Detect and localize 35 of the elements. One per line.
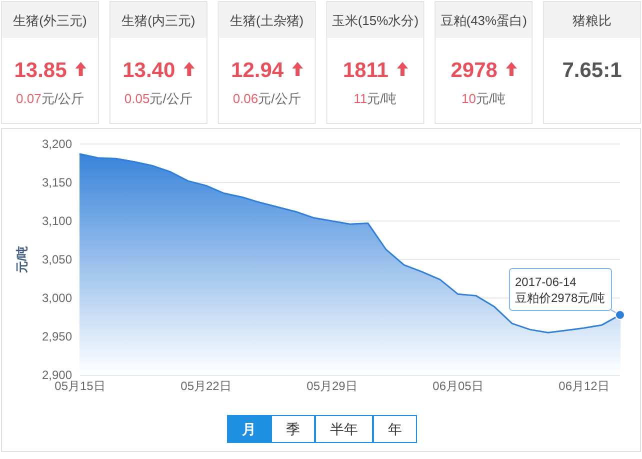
text: 11元/吨 <box>354 91 397 106</box>
y-tick-label: 3,200 <box>42 137 72 151</box>
y-tick-label: 3,050 <box>42 252 72 266</box>
x-tick-label: 05月15日 <box>54 379 106 393</box>
text: 玉米(15%水分) <box>332 13 419 28</box>
category-label: 月 <box>241 421 256 437</box>
text: 13.85 <box>14 59 68 82</box>
text: 13.40 <box>122 59 176 82</box>
y-tick-label: 3,000 <box>42 291 72 305</box>
text: 生猪(外三元) <box>13 13 87 28</box>
text: 猪粮比 <box>572 13 612 28</box>
text: 0.05元/公斤 <box>124 91 192 106</box>
y-tick-label: 3,100 <box>42 214 72 228</box>
text: 2978 <box>450 59 498 82</box>
category-label: 季 <box>286 421 300 437</box>
text: 10元/吨 <box>462 91 506 106</box>
text: 0.07元/公斤 <box>16 91 84 106</box>
text: 1811 <box>342 59 389 82</box>
text: 生猪(土杂猪) <box>230 13 304 28</box>
text: 12.94 <box>231 59 284 82</box>
text: 7.65:1 <box>562 59 622 82</box>
text: 豆粕(43%蛋白) <box>440 13 527 28</box>
x-tick-label: 06月12日 <box>558 379 610 393</box>
y-tick-label: 2,900 <box>42 368 72 382</box>
text: 0.06元/公斤 <box>232 91 301 106</box>
x-tick-label: 05月22日 <box>180 379 232 393</box>
annotation: 2017-06-14 豆粕价2978元/吨 <box>514 274 605 305</box>
y-tick-label: 3,150 <box>42 176 72 190</box>
category-label: 半年 <box>330 421 358 437</box>
y-axis-title: 元/吨 <box>15 246 29 274</box>
text: 生猪(内三元) <box>122 13 196 28</box>
x-tick-label: 05月29日 <box>306 379 358 393</box>
y-tick-label: 2,950 <box>42 330 72 344</box>
category-label: 年 <box>388 421 402 437</box>
x-tick-label: 06月05日 <box>432 379 484 393</box>
